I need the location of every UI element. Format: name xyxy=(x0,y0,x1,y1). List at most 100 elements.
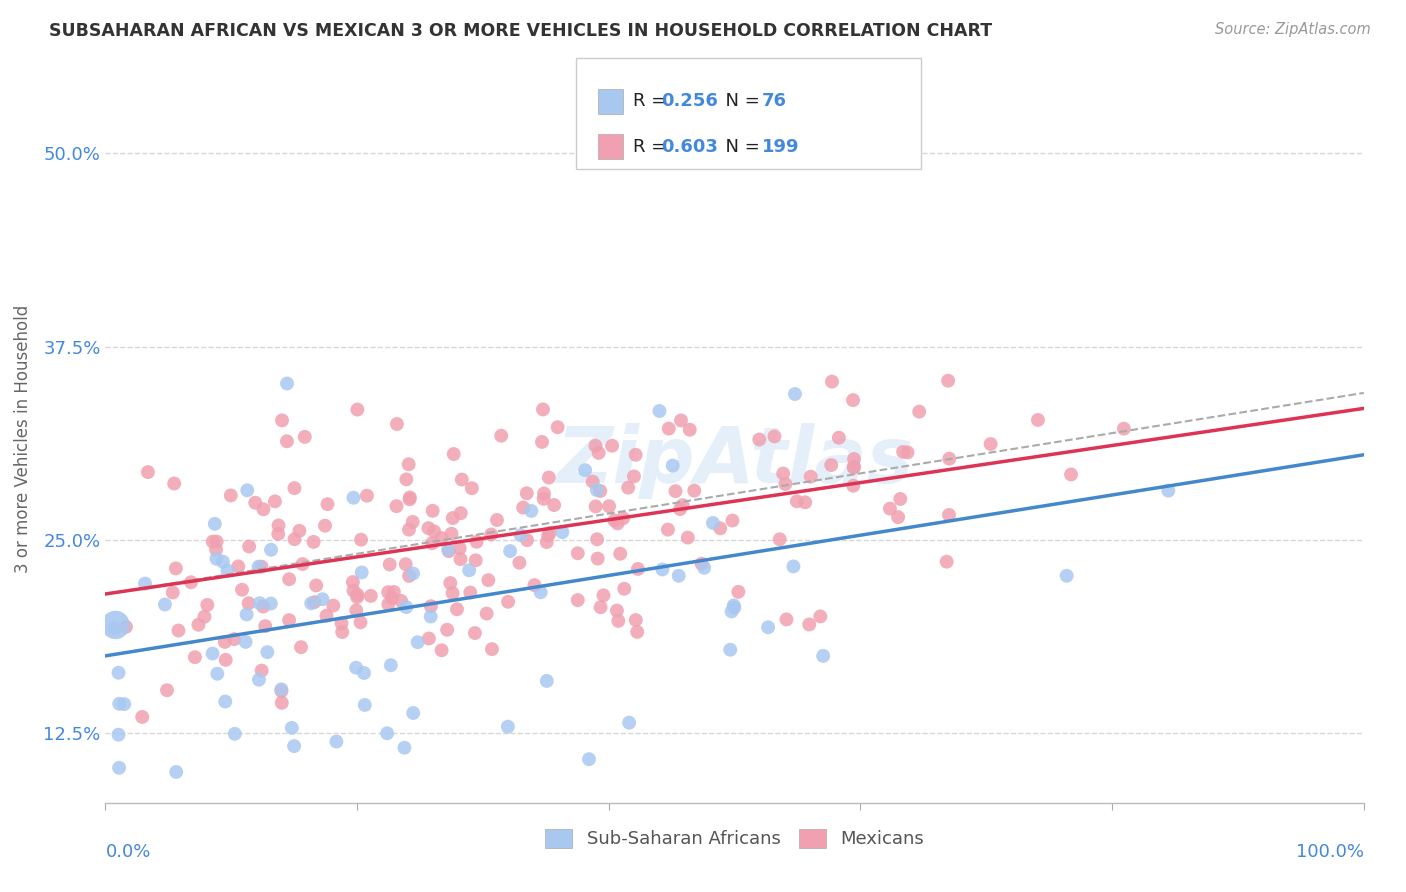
Point xyxy=(842,459,865,474)
Point xyxy=(516,533,538,548)
Point xyxy=(311,592,333,607)
Point xyxy=(322,599,344,613)
Point xyxy=(657,523,679,537)
Point xyxy=(756,620,779,634)
Text: 76: 76 xyxy=(762,93,787,111)
Point xyxy=(842,452,865,467)
Point xyxy=(156,683,179,698)
Text: 0.603: 0.603 xyxy=(661,137,717,155)
Point xyxy=(938,451,960,466)
Point xyxy=(820,458,842,472)
Point xyxy=(980,437,1002,451)
Point xyxy=(325,734,347,748)
Point xyxy=(398,458,420,472)
Point xyxy=(574,463,596,477)
Point xyxy=(406,635,429,649)
Point xyxy=(342,491,364,505)
Point xyxy=(350,533,373,547)
Point xyxy=(530,585,553,599)
Point xyxy=(669,502,692,516)
Point xyxy=(117,841,139,855)
Point xyxy=(763,429,786,443)
Point xyxy=(315,608,337,623)
Point xyxy=(516,486,538,500)
Point xyxy=(458,585,481,599)
Point xyxy=(668,569,690,583)
Point xyxy=(600,439,623,453)
Point xyxy=(583,439,606,453)
Point xyxy=(799,617,821,632)
Point xyxy=(382,585,405,599)
Point xyxy=(283,532,305,546)
Point xyxy=(165,764,187,779)
Point xyxy=(936,374,959,388)
Text: N =: N = xyxy=(714,93,766,111)
Point xyxy=(586,533,609,547)
Point xyxy=(465,534,488,549)
Point xyxy=(207,666,229,681)
Point xyxy=(330,616,353,631)
Point xyxy=(214,635,236,649)
Point xyxy=(783,387,806,401)
Point xyxy=(108,761,131,775)
Point xyxy=(378,558,401,572)
Point xyxy=(769,533,792,547)
Point xyxy=(423,524,446,539)
Point xyxy=(775,612,797,626)
Point xyxy=(720,604,742,618)
Point xyxy=(690,557,713,571)
Point xyxy=(437,544,460,558)
Text: R =: R = xyxy=(633,137,672,155)
Point xyxy=(112,697,135,711)
Point xyxy=(236,483,259,498)
Point xyxy=(624,613,647,627)
Point xyxy=(589,483,612,498)
Point xyxy=(422,504,444,518)
Point xyxy=(256,645,278,659)
Point xyxy=(283,739,305,753)
Point xyxy=(375,726,398,740)
Point xyxy=(270,682,292,697)
Point xyxy=(626,624,648,639)
Point xyxy=(212,555,235,569)
Point xyxy=(195,598,218,612)
Point xyxy=(235,635,257,649)
Point xyxy=(439,576,461,591)
Point xyxy=(270,684,292,698)
Point xyxy=(430,531,453,545)
Point xyxy=(288,524,311,538)
Point xyxy=(508,556,530,570)
Point xyxy=(418,521,440,535)
Point xyxy=(377,585,399,599)
Point xyxy=(249,596,271,610)
Point xyxy=(163,476,186,491)
Point xyxy=(302,535,325,549)
Point xyxy=(419,609,441,624)
Point xyxy=(276,434,298,449)
Point xyxy=(586,551,609,566)
Point xyxy=(450,473,472,487)
Point xyxy=(254,619,277,633)
Point xyxy=(624,448,647,462)
Point xyxy=(651,562,673,576)
Point xyxy=(446,602,468,616)
Point xyxy=(260,542,283,557)
Point xyxy=(187,617,209,632)
Point xyxy=(531,402,554,417)
Point xyxy=(395,600,418,615)
Point xyxy=(887,510,910,524)
Point xyxy=(299,596,322,610)
Point xyxy=(346,402,368,417)
Point xyxy=(398,492,420,507)
Point xyxy=(582,475,605,489)
Point xyxy=(377,597,399,611)
Text: Source: ZipAtlas.com: Source: ZipAtlas.com xyxy=(1215,22,1371,37)
Point xyxy=(131,710,153,724)
Point xyxy=(612,511,634,525)
Point xyxy=(217,564,239,578)
Point xyxy=(567,593,589,607)
Point xyxy=(115,620,138,634)
Point xyxy=(679,423,702,437)
Point xyxy=(136,465,159,479)
Point xyxy=(450,506,472,520)
